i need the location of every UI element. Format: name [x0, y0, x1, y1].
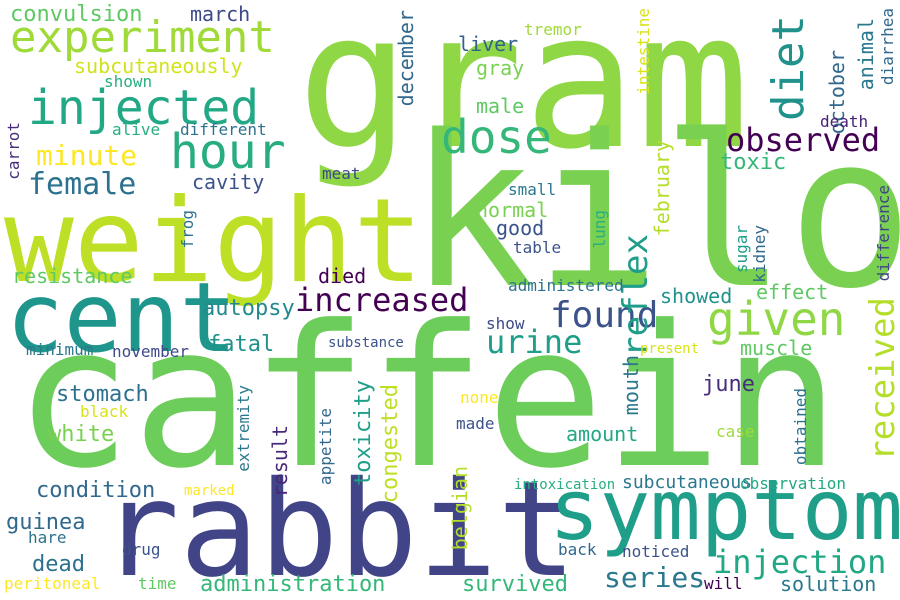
word-congested: congested	[378, 384, 403, 504]
word-june: june	[702, 372, 755, 397]
word-normal: normal	[476, 198, 549, 222]
word-good: good	[496, 216, 545, 240]
word-found: found	[550, 295, 659, 336]
word-experiment: experiment	[10, 12, 275, 63]
word-survived: survived	[462, 572, 568, 597]
word-present: present	[640, 341, 700, 357]
word-difference: difference	[874, 185, 893, 282]
word-result: result	[268, 425, 292, 498]
word-intestine: intestine	[634, 8, 653, 95]
word-time: time	[138, 574, 177, 593]
word-peritoneal: peritoneal	[4, 574, 101, 593]
word-liver: liver	[458, 32, 519, 56]
word-convulsion: convulsion	[10, 2, 143, 27]
word-show: show	[486, 314, 525, 333]
word-appetite: appetite	[316, 408, 335, 486]
word-carrot: carrot	[4, 122, 23, 180]
word-marked: marked	[184, 483, 235, 499]
word-reflex: reflex	[616, 234, 656, 357]
word-gray: gray	[476, 56, 525, 80]
word-condition: condition	[36, 478, 156, 503]
word-substance: substance	[328, 335, 404, 351]
word-symptom: symptom	[549, 461, 900, 559]
word-hour: hour	[170, 124, 286, 180]
word-administration: administration	[200, 572, 386, 597]
word-december: december	[394, 10, 418, 107]
word-died: died	[318, 264, 367, 288]
word-observation: observation	[740, 474, 846, 493]
word-observed: observed	[726, 121, 881, 159]
word-diet: diet	[763, 15, 814, 121]
word-will: will	[704, 574, 743, 593]
word-shown: shown	[104, 72, 153, 91]
word-table: table	[513, 238, 562, 257]
word-animal: animal	[854, 18, 878, 91]
word-guinea: guinea	[6, 510, 86, 535]
word-small: small	[508, 180, 557, 199]
word-intoxication: intoxication	[514, 477, 616, 493]
word-kilo: kilo	[408, 90, 900, 335]
word-cent: cent	[6, 262, 238, 374]
word-weight: weight	[4, 174, 424, 309]
word-given: given	[707, 292, 846, 346]
word-fatal: fatal	[208, 332, 275, 357]
word-made: made	[456, 414, 495, 433]
word-alive: alive	[112, 120, 161, 139]
word-hare: hare	[28, 528, 67, 547]
word-series: series	[604, 561, 706, 594]
word-dose: dose	[441, 110, 552, 164]
word-frog: frog	[178, 210, 197, 249]
word-dead: dead	[32, 552, 85, 577]
word-female: female	[28, 167, 137, 202]
word-rabbit: rabbit	[100, 453, 577, 600]
word-sugar: sugar	[732, 225, 751, 274]
word-gram: gram	[297, 0, 750, 191]
word-stomach: stomach	[56, 382, 149, 407]
word-tremor: tremor	[524, 20, 582, 39]
word-subcutaneously: subcutaneously	[74, 54, 243, 78]
word-toxic: toxic	[720, 150, 787, 175]
word-administered: administered	[508, 276, 624, 295]
word-back: back	[558, 540, 597, 559]
word-minute: minute	[36, 139, 138, 172]
word-march: march	[190, 2, 251, 26]
word-solution: solution	[780, 572, 877, 596]
word-subcutaneous: subcutaneous	[622, 472, 753, 493]
word-autopsy: autopsy	[202, 296, 295, 321]
word-extremity: extremity	[234, 385, 253, 472]
word-belgian: belgian	[448, 466, 472, 551]
word-kidney: kidney	[750, 225, 769, 283]
word-white: white	[48, 422, 115, 447]
word-resistance: resistance	[12, 264, 133, 288]
word-toxicity: toxicity	[351, 380, 376, 486]
word-lung: lung	[590, 210, 609, 249]
word-obtained: obtained	[791, 388, 810, 466]
word-death: death	[820, 112, 869, 131]
word-muscle: muscle	[740, 336, 813, 360]
word-diarrhea: diarrhea	[878, 8, 897, 86]
word-injection: injection	[713, 543, 887, 581]
word-injected: injected	[28, 80, 260, 136]
word-case: case	[716, 422, 755, 441]
word-minimum: minimum	[26, 340, 94, 359]
word-black: black	[80, 402, 129, 421]
word-february: february	[650, 140, 674, 237]
word-cavity: cavity	[192, 170, 265, 194]
word-caffein: caffein	[14, 284, 841, 512]
word-mouth: mouth	[619, 355, 643, 416]
word-noticed: noticed	[622, 542, 690, 561]
word-different: different	[180, 120, 267, 139]
word-november: november	[112, 342, 190, 361]
word-received: received	[863, 297, 900, 461]
word-drug: drug	[122, 540, 161, 559]
word-urine: urine	[486, 323, 583, 361]
word-meat: meat	[322, 164, 361, 183]
word-increased: increased	[295, 281, 469, 319]
word-male: male	[476, 94, 525, 118]
word-none: none	[460, 388, 499, 407]
word-showed: showed	[660, 284, 733, 308]
word-effect: effect	[756, 280, 829, 304]
word-amount: amount	[566, 422, 639, 446]
